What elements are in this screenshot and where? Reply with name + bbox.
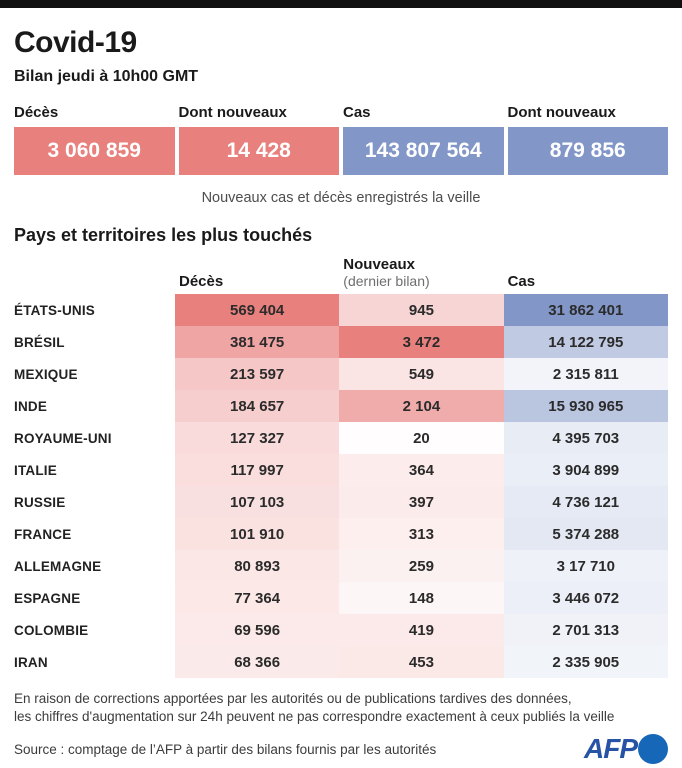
cases-cell: 3 904 899 xyxy=(503,454,668,486)
cases-cell: 15 930 965 xyxy=(503,390,668,422)
summary-value-box-3: 879 856 xyxy=(507,127,668,175)
table-row: IRAN 68 366 453 2 335 905 xyxy=(14,646,668,678)
summary-caption: Nouveaux cas et décès enregistrés la vei… xyxy=(201,190,481,206)
page-subtitle: Bilan jeudi à 10h00 GMT xyxy=(14,68,199,85)
source-row: Source : comptage de l’AFP à partir des … xyxy=(14,733,668,765)
top-bar xyxy=(0,0,682,8)
col-header-new: Nouveaux (dernier bilan) xyxy=(339,256,503,290)
table-row: MEXIQUE 213 597 549 2 315 811 xyxy=(14,358,668,390)
country-label: IRAN xyxy=(14,654,48,670)
table-row: BRÉSIL 381 475 3 472 14 122 795 xyxy=(14,326,668,358)
cases-cell: 4 395 703 xyxy=(503,422,668,454)
deaths-cell: 77 364 xyxy=(175,582,340,614)
country-label: FRANCE xyxy=(14,526,72,542)
country-label: BRÉSIL xyxy=(14,334,65,350)
table-row: ÉTATS-UNIS 569 404 945 31 862 401 xyxy=(14,294,668,326)
country-table: ÉTATS-UNIS 569 404 945 31 862 401 BRÉSIL 381 … xyxy=(14,294,668,678)
deaths-cell: 184 657 xyxy=(175,390,340,422)
summary-label-0: Décès xyxy=(14,104,59,121)
new-cases-cell: 453 xyxy=(339,646,504,678)
afp-logo-circle-icon xyxy=(638,734,668,764)
new-cases-cell: 148 xyxy=(339,582,504,614)
new-cases-cell: 397 xyxy=(339,486,504,518)
cases-cell: 3 17 710 xyxy=(503,550,668,582)
section-title: Pays et territoires les plus touchés xyxy=(14,225,313,245)
col-header-new-label: Nouveaux xyxy=(343,256,415,273)
new-cases-cell: 3 472 xyxy=(339,326,504,358)
cases-cell: 2 315 811 xyxy=(503,358,668,390)
country-label: ESPAGNE xyxy=(14,590,81,606)
country-label: MEXIQUE xyxy=(14,366,78,382)
cases-cell: 5 374 288 xyxy=(503,518,668,550)
col-header-deaths: Décès xyxy=(175,273,339,290)
country-label: ALLEMAGNE xyxy=(14,558,102,574)
country-label: COLOMBIE xyxy=(14,622,89,638)
table-row: RUSSIE 107 103 397 4 736 121 xyxy=(14,486,668,518)
table-row: COLOMBIE 69 596 419 2 701 313 xyxy=(14,614,668,646)
summary-label-1: Dont nouveaux xyxy=(178,104,287,121)
table-row: ROYAUME-UNI 127 327 20 4 395 703 xyxy=(14,422,668,454)
footer-notes: En raison de corrections apportées par l… xyxy=(14,690,668,726)
deaths-cell: 107 103 xyxy=(175,486,340,518)
new-cases-cell: 549 xyxy=(339,358,504,390)
deaths-cell: 80 893 xyxy=(175,550,340,582)
country-label: RUSSIE xyxy=(14,494,66,510)
cases-cell: 4 736 121 xyxy=(503,486,668,518)
page-title: Covid-19 xyxy=(14,26,137,59)
deaths-cell: 69 596 xyxy=(175,614,340,646)
new-cases-cell: 945 xyxy=(339,294,504,326)
col-header-cases: Cas xyxy=(504,273,668,290)
country-label: ROYAUME-UNI xyxy=(14,430,112,446)
table-row: ALLEMAGNE 80 893 259 3 17 710 xyxy=(14,550,668,582)
deaths-cell: 569 404 xyxy=(175,294,340,326)
cases-cell: 2 701 313 xyxy=(503,614,668,646)
new-cases-cell: 419 xyxy=(339,614,504,646)
footer-note-line2: les chiffres d'augmentation sur 24h peuv… xyxy=(14,709,615,724)
summary-value-box-1: 14 428 xyxy=(178,127,339,175)
country-label: INDE xyxy=(14,398,48,414)
cases-cell: 14 122 795 xyxy=(503,326,668,358)
deaths-cell: 101 910 xyxy=(175,518,340,550)
deaths-cell: 117 997 xyxy=(175,454,340,486)
table-row: FRANCE 101 910 313 5 374 288 xyxy=(14,518,668,550)
new-cases-cell: 364 xyxy=(339,454,504,486)
country-label: ÉTATS-UNIS xyxy=(14,302,95,318)
footer-note-line1: En raison de corrections apportées par l… xyxy=(14,691,572,706)
afp-logo: AFP xyxy=(584,733,668,765)
cases-cell: 2 335 905 xyxy=(503,646,668,678)
summary-label-2: Cas xyxy=(343,104,371,121)
col-header-cases-label: Cas xyxy=(507,273,536,290)
col-header-deaths-label: Décès xyxy=(179,273,224,290)
table-row: ITALIE 117 997 364 3 904 899 xyxy=(14,454,668,486)
deaths-cell: 68 366 xyxy=(175,646,340,678)
table-row: ESPAGNE 77 364 148 3 446 072 xyxy=(14,582,668,614)
deaths-cell: 213 597 xyxy=(175,358,340,390)
afp-logo-text: AFP xyxy=(584,733,638,764)
table-header-row: Décès Nouveaux (dernier bilan) Cas xyxy=(14,248,668,294)
summary-grid: Décès Dont nouveaux Cas Dont nouveaux 3 060 … xyxy=(14,104,668,175)
new-cases-cell: 20 xyxy=(339,422,504,454)
cases-cell: 31 862 401 xyxy=(503,294,668,326)
country-label: ITALIE xyxy=(14,462,57,478)
summary-value-box-2: 143 807 564 xyxy=(343,127,504,175)
new-cases-cell: 2 104 xyxy=(339,390,504,422)
col-header-new-sublabel: (dernier bilan) xyxy=(343,273,430,289)
deaths-cell: 127 327 xyxy=(175,422,340,454)
deaths-cell: 381 475 xyxy=(175,326,340,358)
table-row: INDE 184 657 2 104 15 930 965 xyxy=(14,390,668,422)
new-cases-cell: 313 xyxy=(339,518,504,550)
summary-label-3: Dont nouveaux xyxy=(507,104,616,121)
summary-value-box-0: 3 060 859 xyxy=(14,127,175,175)
cases-cell: 3 446 072 xyxy=(503,582,668,614)
source-text: Source : comptage de l’AFP à partir des … xyxy=(14,741,437,757)
new-cases-cell: 259 xyxy=(339,550,504,582)
